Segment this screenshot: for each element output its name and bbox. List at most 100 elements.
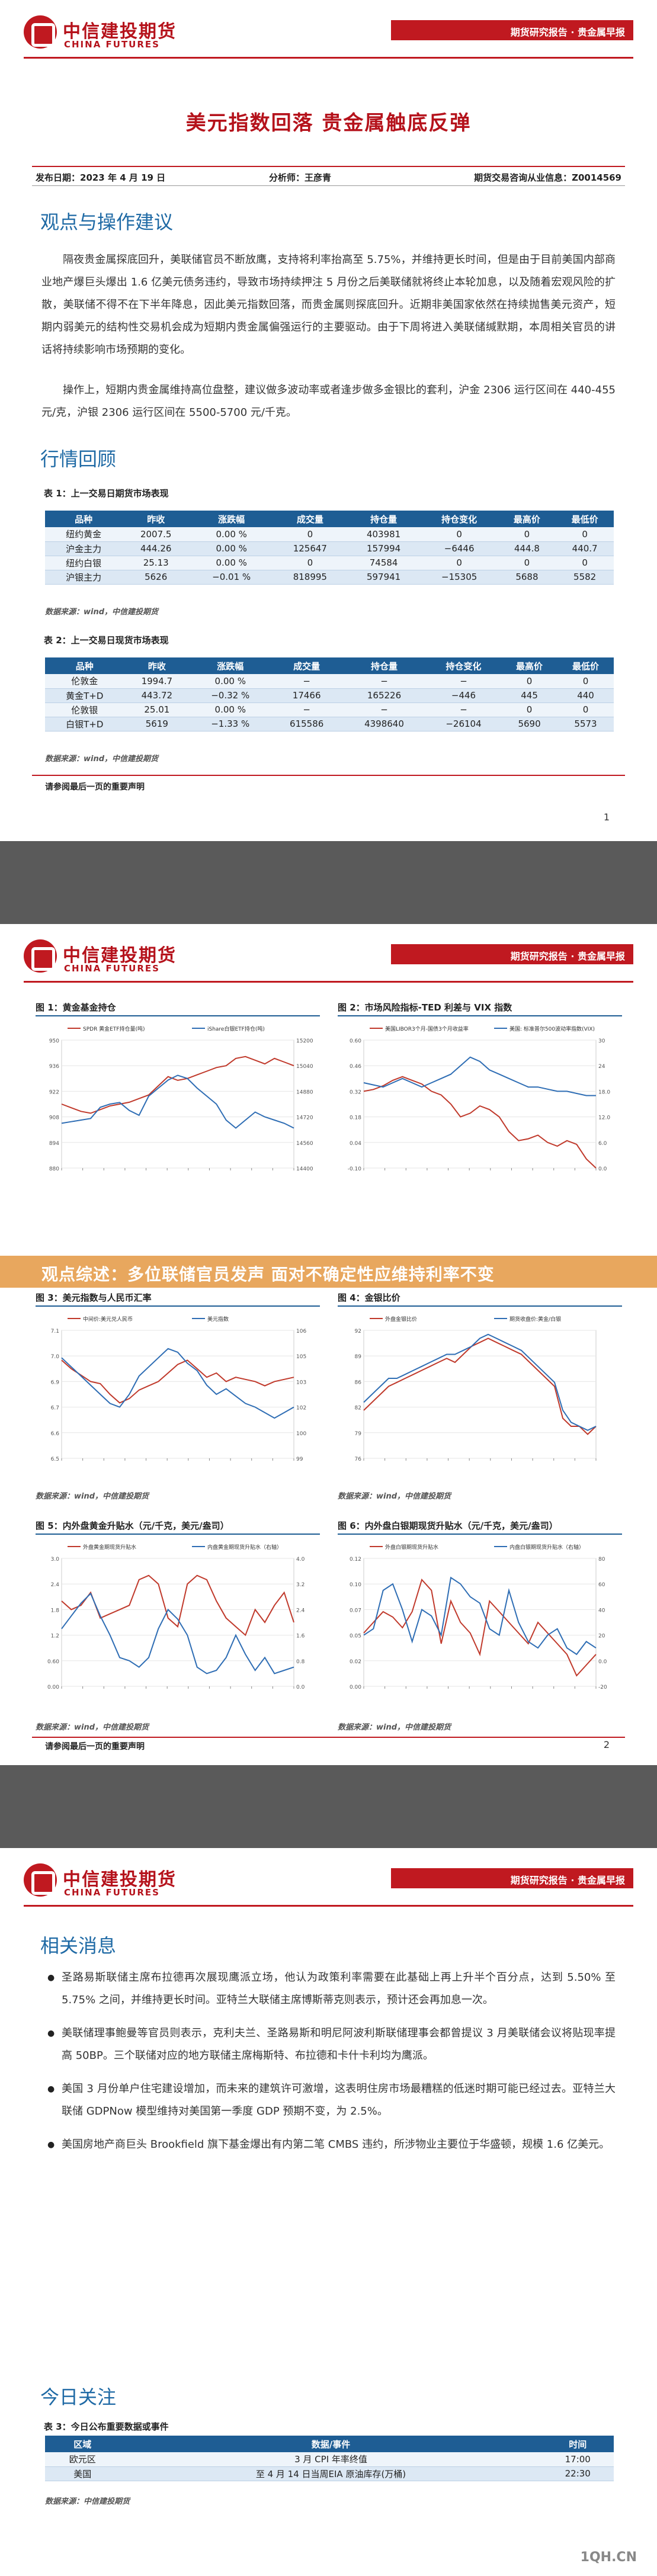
company-logo: 中信建投期货 CHINA FUTURES <box>24 1863 190 1900</box>
y2-tick-label: 105 <box>296 1354 306 1360</box>
table-cell: 17:00 <box>541 2452 614 2467</box>
y2-tick-label: 103 <box>296 1380 306 1385</box>
page-header: 中信建投期货 CHINA FUTURES 期货研究报告 · 贵金属早报 <box>24 1860 633 1907</box>
table-cell: 3 月 CPI 年率终值 <box>120 2452 542 2467</box>
y2-tick-label: 0.0 <box>598 1166 607 1172</box>
series-line-1 <box>61 1359 294 1404</box>
y2-tick-label: 14880 <box>296 1089 313 1095</box>
table-cell: 0 <box>273 556 347 570</box>
report-type-bar: 期货研究报告 · 贵金属早报 <box>391 20 633 40</box>
report-page-2: 中信建投期货 CHINA FUTURES 期货研究报告 · 贵金属早报 图 1：… <box>0 924 657 1765</box>
news-item: 美国房地产商巨头 Brookfield 旗下基金爆出有内第二笔 CMBS 违约，… <box>47 2134 616 2156</box>
logo-cn-text: 中信建投期货 <box>63 945 177 966</box>
report-title: 美元指数回落 贵金属触底反弹 <box>185 111 472 135</box>
table-header-cell: 持仓量 <box>342 657 426 674</box>
table-row: 欧元区 3 月 CPI 年率终值 17:00 <box>45 2452 614 2467</box>
table-cell: 0 <box>501 702 558 717</box>
legend-label: SPDR 黄金ETF持仓量(吨) <box>83 1025 145 1032</box>
y2-tick-label: 1.6 <box>296 1634 305 1640</box>
table-row: 白银T+D 5619 −1.33 % 615586 4398640 −26104 5690 5… <box>45 717 614 732</box>
table-cell: −0.32 % <box>190 688 271 703</box>
plot-area <box>61 1330 294 1459</box>
table-cell: −0.01 % <box>190 570 274 585</box>
company-logo-icon <box>24 15 57 49</box>
y-tick-label: 0.10 <box>350 1582 361 1588</box>
legend-label: 外盘金银比价 <box>385 1316 417 1323</box>
viewpoint-paragraph-1: 隔夜贵金属探底回升，美联储官员不断放鹰，支持将利率抬高至 5.75%，并维持更长… <box>41 254 616 356</box>
table3-source: 数据来源：中信建投期货 <box>45 2497 130 2506</box>
table-cell: 74584 <box>347 556 421 570</box>
y2-tick-label: 18.0 <box>598 1089 610 1095</box>
y-tick-label: 0.05 <box>350 1634 361 1640</box>
chart-title-rule <box>36 1534 320 1535</box>
series-line-1 <box>363 1337 597 1435</box>
table-row: 沪银主力 5626 −0.01 % 818995 597941 −15305 5688 558… <box>45 570 614 585</box>
y-tick-label: 6.6 <box>51 1431 60 1437</box>
table3-caption: 表 3：今日公布重要数据或事件 <box>44 2421 169 2432</box>
y-tick-label: 76 <box>355 1457 362 1462</box>
table-cell: 5626 <box>122 570 190 585</box>
table-cell: − <box>425 702 502 717</box>
page-header: 中信建投期货 CHINA FUTURES 期货研究报告 · 贵金属早报 <box>24 936 633 983</box>
chart-gold-fund-holdings: 图 1：黄金基金持仓 950 15200 936 15040 922 14880 908 14… <box>36 1001 320 1196</box>
futures-market-table: 品种 昨收 涨跌幅 成交量 持仓量 持仓变化 最高价 最低价 纽约黄金 2007.5 0.00 % 0… <box>45 511 614 585</box>
report-type-bar: 期货研究报告 · 贵金属早报 <box>391 1868 633 1888</box>
events-table: 区域 数据/事件 时间 欧元区 3 月 CPI 年率终值 17:00 美国至 4 月 14 … <box>45 2436 614 2481</box>
chart-gold-basis: 图 5：内外盘黄金升贴水（元/千克，美元/盎司） 3.0 4.0 2.4 3.2 1.8… <box>36 1519 320 1715</box>
table-cell: 0 <box>498 556 556 570</box>
series-line-2 <box>61 1592 294 1674</box>
table-row: 伦敦金 1994.7 0.00 % − − −0 0 <box>45 674 614 689</box>
table-row: 纽约白银 25.13 0.00 % 0 74584 0 0 0 <box>45 556 614 570</box>
plot-area <box>61 1040 294 1169</box>
series-line-2 <box>363 1333 597 1431</box>
report-page-1: 中信建投期货 CHINA FUTURES 期货研究报告 · 贵金属早报 美元指数… <box>0 0 657 841</box>
y-tick-label: 894 <box>49 1141 59 1147</box>
chart-usd-cny: 图 3：美元指数与人民币汇率 7.1 106 7.0 105 6.9 103 6.7 102 6… <box>36 1291 320 1487</box>
table-header-cell: 最低价 <box>556 511 614 527</box>
table1-caption: 表 1：上一交易日期货市场表现 <box>44 488 169 499</box>
y-tick-label: 7.0 <box>51 1354 60 1360</box>
chart-ted-vix: 图 2：市场风险指标-TED 利差与 VIX 指数 0.60 30 0.46 24 0.… <box>338 1001 622 1196</box>
news-heading: 相关消息 <box>40 1935 117 1957</box>
news-item: 美联储理事鲍曼等官员则表示，克利夫兰、圣路易斯和明尼阿波利斯联储理事会都曾提议 … <box>47 2022 616 2067</box>
table2-source: 数据来源：wind，中信建投期货 <box>45 755 159 764</box>
table-cell: 1994.7 <box>124 674 190 689</box>
disclaimer-note: 请参阅最后一页的重要声明 <box>45 1742 145 1751</box>
y-tick-label: 3.0 <box>51 1557 60 1563</box>
news-item: 圣路易斯联储主席布拉德再次展现鹰派立场，他认为政策利率需要在此基础上再上升半个百… <box>47 1967 616 2012</box>
y2-tick-label: 2.4 <box>296 1608 305 1613</box>
y-tick-label: -0.10 <box>348 1166 362 1172</box>
series-line-1 <box>61 1574 294 1637</box>
y-tick-label: 6.7 <box>51 1406 59 1411</box>
table-header-cell: 持仓变化 <box>425 657 502 674</box>
y2-tick-label: 14400 <box>296 1166 313 1172</box>
table-cell: 0 <box>273 527 347 542</box>
disclaimer-note: 请参阅最后一页的重要声明 <box>45 782 145 792</box>
table-cell: 5688 <box>498 570 556 585</box>
company-logo: 中信建投期货 CHINA FUTURES <box>24 15 190 52</box>
chart-title: 图 1：黄金基金持仓 <box>36 1002 116 1013</box>
page-number: 2 <box>603 1739 610 1750</box>
legend-label: 外盘白银期现货升贴水 <box>385 1544 438 1551</box>
viewpoint-paragraph-2: 操作上，短期内贵金属维持高位盘整，建议做多波动率或者逢步做多金银比的套利，沪金 … <box>41 384 616 419</box>
legend-label: 外盘黄金期现货升贴水 <box>83 1544 136 1551</box>
table-header-cell: 时间 <box>541 2436 614 2452</box>
chart-plot: 0.60 30 0.46 24 0.32 18.0 0.18 12.0 0.04 6.0 -0.10… <box>348 1025 611 1172</box>
y-tick-label: 0.32 <box>350 1089 361 1095</box>
y-tick-label: 1.2 <box>51 1634 59 1640</box>
y-tick-label: 936 <box>49 1064 59 1070</box>
y2-tick-label: 99 <box>296 1457 303 1462</box>
y-tick-label: 0.04 <box>350 1141 361 1147</box>
chart-title: 图 4：金银比价 <box>338 1292 400 1303</box>
y2-tick-label: 15040 <box>296 1064 313 1070</box>
table-row: 伦敦银 25.01 0.00 % − − −0 0 <box>45 702 614 717</box>
news-list: 圣路易斯联储主席布拉德再次展现鹰派立场，他认为政策利率需要在此基础上再上升半个百… <box>47 1967 616 2167</box>
table-header-cell: 区域 <box>45 2436 120 2452</box>
charts-source: 数据来源：wind，中信建投期货 <box>338 1492 451 1501</box>
y-tick-label: 86 <box>355 1380 362 1385</box>
y-tick-label: 0.00 <box>350 1685 361 1690</box>
header-divider <box>24 1905 633 1907</box>
table-header-cell: 涨跌幅 <box>190 511 274 527</box>
legend-label: 内盘白银期现货升贴水（右轴） <box>509 1544 584 1551</box>
y-tick-label: 1.8 <box>51 1608 60 1613</box>
